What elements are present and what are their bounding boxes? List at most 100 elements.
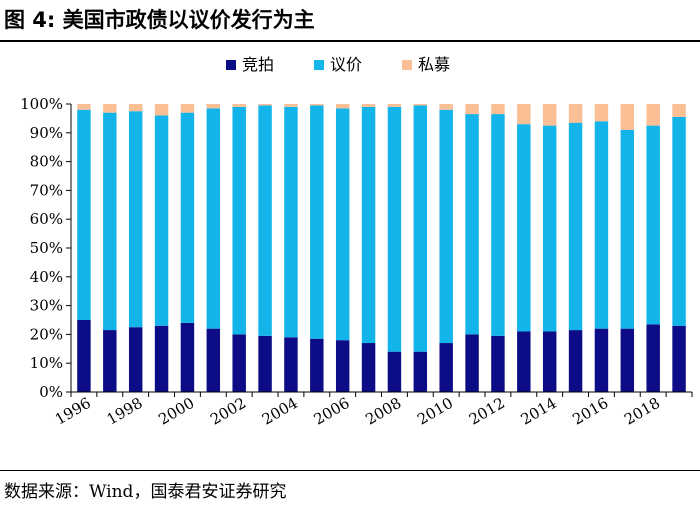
- bar-segment: [491, 335, 505, 392]
- bar-segment: [542, 125, 557, 332]
- bar-segment: [258, 104, 272, 106]
- stacked-bar-chart: 竞拍 议价 私募 0% 10% 20% 30% 40% 50% 60% 70% 80% 90% 100%…: [20, 55, 693, 429]
- bar-segment: [335, 340, 350, 392]
- bar-segment: [180, 104, 195, 113]
- bar-segment: [620, 328, 635, 392]
- bottom-rule: [0, 470, 700, 471]
- chart-legend: 竞拍 议价 私募: [226, 55, 450, 74]
- bar-segment: [465, 114, 479, 335]
- x-tick-label: 1998: [104, 394, 146, 429]
- y-tick-label: 10%: [30, 354, 63, 372]
- bar-segment: [284, 104, 298, 107]
- bar-segment: [206, 104, 221, 109]
- bar-segment: [154, 104, 169, 116]
- y-tick-label: 20%: [30, 325, 63, 343]
- y-tick-label: 80%: [30, 153, 63, 171]
- bar-segment: [387, 351, 402, 392]
- bar-segment: [284, 337, 298, 392]
- bar-segment: [310, 338, 324, 392]
- bar-segment: [154, 115, 169, 326]
- bar-segment: [594, 104, 609, 122]
- bar-segment: [542, 104, 557, 126]
- bar-segment: [258, 335, 272, 392]
- bar-segment: [439, 109, 453, 344]
- bar-segment: [646, 324, 660, 392]
- bar-segment: [206, 108, 221, 329]
- bar-segment: [568, 122, 583, 331]
- bar-segment: [77, 109, 91, 320]
- bar-segment: [594, 121, 609, 329]
- bar-segment: [335, 104, 350, 109]
- bar-segment: [542, 331, 557, 392]
- legend-swatch: [402, 60, 412, 70]
- x-tick-label: 2014: [518, 394, 560, 429]
- bar-segment: [594, 328, 609, 392]
- bar-segment: [103, 104, 117, 113]
- bar-segment: [646, 125, 660, 325]
- y-tick-label: 50%: [30, 239, 63, 257]
- bar-segment: [491, 104, 505, 115]
- legend-swatch: [226, 60, 236, 70]
- legend-swatch: [314, 60, 324, 70]
- bar-segment: [310, 105, 324, 339]
- bar-segment: [128, 327, 143, 392]
- bar-segment: [361, 343, 376, 392]
- bar-segment: [672, 104, 686, 117]
- x-tick-label: 2010: [414, 394, 456, 429]
- bar-segment: [517, 104, 531, 125]
- bar-segment: [672, 325, 686, 392]
- bar-segment: [465, 334, 479, 392]
- bar-segment: [103, 112, 117, 331]
- y-tick-label: 70%: [30, 181, 63, 199]
- bar-segment: [491, 114, 505, 336]
- x-tick-label: 2008: [362, 394, 404, 429]
- bar-segment: [439, 104, 453, 110]
- bar-segment: [128, 111, 143, 328]
- x-tick-label: 2002: [207, 394, 249, 429]
- bar-segment: [439, 343, 453, 392]
- bar-segment: [413, 105, 428, 352]
- x-tick-label: 2018: [621, 394, 663, 429]
- x-tick-label: 2004: [259, 394, 301, 429]
- bar-segment: [284, 106, 298, 338]
- bar-segment: [361, 106, 376, 344]
- bar-segment: [361, 104, 376, 107]
- bar-segment: [413, 351, 428, 392]
- y-tick-label: 100%: [20, 95, 63, 113]
- bar-segment: [568, 330, 583, 392]
- x-tick-label: 2016: [569, 394, 611, 429]
- source-note: 数据来源：Wind，国泰君安证券研究: [4, 482, 287, 502]
- bar-segment: [154, 325, 169, 392]
- bar-segment: [620, 104, 635, 130]
- bar-segment: [77, 320, 91, 392]
- top-rule: [0, 40, 700, 42]
- bar-segment: [258, 105, 272, 336]
- y-tick-label: 0%: [39, 383, 63, 401]
- bar-segment: [103, 330, 117, 392]
- bar-segment: [310, 104, 324, 106]
- x-axis-ticks: 1996 1998 2000 2002 2004 2006 2008 2010 2012 2014…: [52, 392, 693, 429]
- bar-segment: [568, 104, 583, 123]
- y-axis-ticks: 0% 10% 20% 30% 40% 50% 60% 70% 80% 90% 100%: [20, 95, 71, 401]
- bar-segment: [232, 104, 246, 107]
- y-tick-label: 60%: [30, 210, 63, 228]
- x-tick-label: 2006: [311, 394, 353, 429]
- bar-segment: [646, 104, 660, 126]
- y-tick-label: 90%: [30, 124, 63, 142]
- bar-segment: [620, 129, 635, 329]
- bar-segment: [77, 104, 91, 110]
- bar-segment: [387, 106, 402, 352]
- y-tick-label: 30%: [30, 297, 63, 315]
- legend-label: 议价: [330, 55, 362, 74]
- bar-segment: [206, 328, 221, 392]
- x-tick-label: 2000: [155, 394, 197, 429]
- bar-segment: [180, 322, 195, 392]
- x-tick-label: 2012: [466, 394, 508, 429]
- bar-segment: [672, 116, 686, 326]
- bar-segment: [517, 331, 531, 392]
- bar-segment: [335, 108, 350, 341]
- bar-segment: [465, 104, 479, 115]
- bar-segment: [517, 124, 531, 332]
- bar-segment: [232, 106, 246, 335]
- bar-segment: [232, 334, 246, 392]
